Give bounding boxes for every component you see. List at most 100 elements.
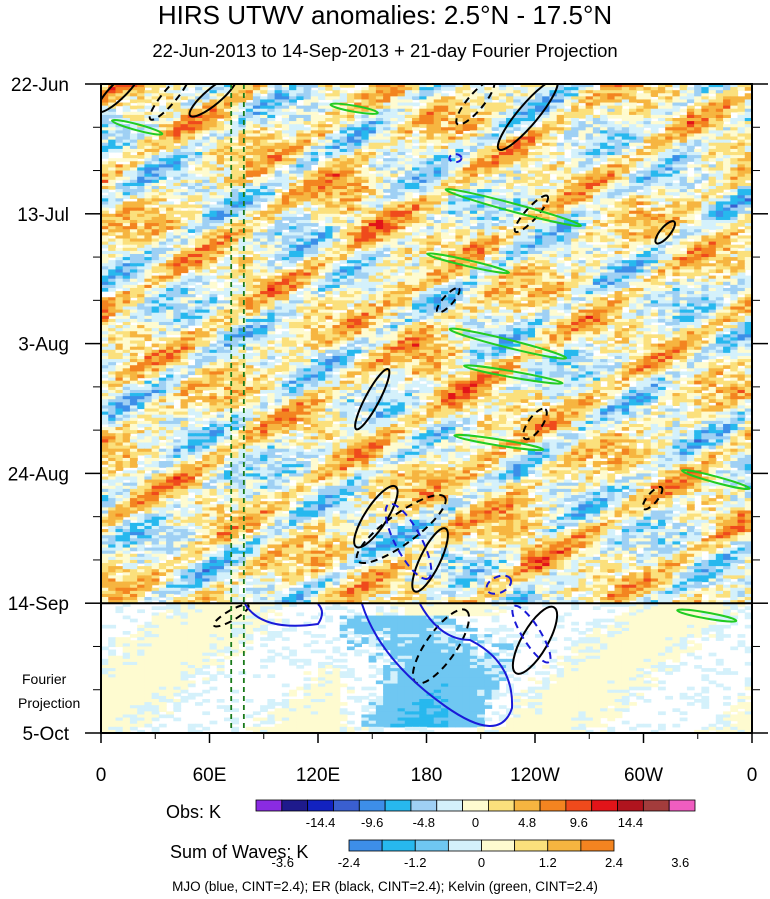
- anomaly-cell: [542, 102, 551, 107]
- anomaly-cell: [708, 145, 717, 150]
- anomaly-cell: [737, 105, 746, 110]
- anomaly-cell: [578, 145, 587, 150]
- anomaly-cell: [166, 241, 174, 246]
- anomaly-cell: [368, 124, 377, 128]
- anomaly-cell: [260, 133, 268, 138]
- anomaly-cell: [679, 99, 688, 104]
- anomaly-cell: [310, 111, 319, 116]
- anomaly-cell: [209, 114, 218, 119]
- anomaly-cell: [101, 114, 109, 119]
- anomaly-cell: [433, 96, 442, 101]
- anomaly-cell: [643, 139, 652, 144]
- anomaly-cell: [101, 151, 109, 156]
- anomaly-cell: [216, 111, 225, 116]
- anomaly-cell: [679, 139, 688, 144]
- anomaly-cell: [332, 257, 341, 261]
- anomaly-cell: [245, 250, 254, 255]
- anomaly-cell: [310, 130, 319, 135]
- anomaly-cell: [129, 90, 138, 94]
- anomaly-cell: [231, 87, 240, 91]
- anomaly-cell: [592, 121, 601, 125]
- anomaly-cell: [708, 90, 717, 94]
- anomaly-cell: [252, 84, 261, 88]
- anomaly-cell: [209, 142, 218, 147]
- anomaly-cell: [390, 148, 399, 153]
- anomaly-cell: [122, 84, 131, 88]
- anomaly-cell: [195, 142, 203, 147]
- anomaly-cell: [730, 257, 739, 261]
- anomaly-cell: [650, 102, 659, 107]
- anomaly-cell: [252, 142, 261, 147]
- anomaly-cell: [108, 121, 117, 125]
- anomaly-cell: [115, 136, 124, 141]
- anomaly-cell: [289, 263, 297, 267]
- anomaly-cell: [390, 96, 399, 101]
- anomaly-cell: [346, 142, 355, 147]
- anomaly-cell: [195, 121, 203, 125]
- anomaly-cell: [231, 130, 240, 135]
- anomaly-cell: [636, 105, 645, 110]
- anomaly-cell: [195, 111, 203, 116]
- anomaly-cell: [166, 139, 174, 144]
- anomaly-cell: [723, 118, 731, 122]
- anomaly-cell: [448, 142, 457, 147]
- anomaly-cell: [592, 124, 601, 128]
- anomaly-cell: [296, 96, 305, 101]
- anomaly-cell: [592, 148, 601, 153]
- anomaly-cell: [484, 121, 493, 125]
- anomaly-cell: [462, 93, 471, 97]
- anomaly-cell: [629, 247, 637, 252]
- anomaly-cell: [621, 118, 630, 122]
- anomaly-cell: [303, 148, 312, 153]
- anomaly-cell: [469, 127, 478, 131]
- anomaly-cell: [101, 145, 109, 150]
- anomaly-cell: [629, 105, 637, 110]
- anomaly-cell: [260, 223, 268, 227]
- anomaly-cell: [520, 148, 529, 153]
- anomaly-cell: [274, 121, 283, 125]
- anomaly-cell: [122, 102, 131, 107]
- anomaly-cell: [686, 105, 695, 110]
- anomaly-cell: [498, 90, 507, 94]
- anomaly-cell: [310, 108, 319, 113]
- anomaly-cell: [556, 130, 565, 135]
- anomaly-cell: [513, 127, 522, 131]
- anomaly-cell: [303, 118, 312, 122]
- anomaly-cell: [223, 139, 232, 144]
- anomaly-cell: [173, 87, 182, 91]
- anomaly-cell: [629, 90, 637, 94]
- anomaly-cell: [296, 201, 305, 206]
- anomaly-cell: [390, 105, 399, 110]
- anomaly-cell: [216, 105, 225, 110]
- anomaly-cell: [542, 158, 551, 162]
- anomaly-cell: [549, 121, 558, 125]
- anomaly-cell: [310, 84, 319, 88]
- anomaly-cell: [289, 84, 297, 88]
- anomaly-cell: [151, 84, 160, 88]
- anomaly-cell: [477, 90, 485, 94]
- anomaly-cell: [498, 96, 507, 101]
- anomaly-cell: [303, 130, 312, 135]
- anomaly-cell: [346, 105, 355, 110]
- anomaly-cell: [368, 118, 377, 122]
- anomaly-cell: [404, 127, 413, 131]
- anomaly-cell: [578, 142, 587, 147]
- anomaly-cell: [686, 108, 695, 113]
- anomaly-cell: [231, 136, 240, 141]
- anomaly-cell: [440, 105, 449, 110]
- anomaly-cell: [137, 105, 145, 110]
- anomaly-cell: [245, 136, 254, 141]
- anomaly-cell: [484, 133, 493, 138]
- anomaly-cell: [629, 139, 637, 144]
- anomaly-cell: [723, 90, 731, 94]
- anomaly-cell: [195, 139, 203, 144]
- anomaly-cell: [636, 136, 645, 141]
- anomaly-cell: [325, 105, 334, 110]
- anomaly-cell: [245, 124, 254, 128]
- anomaly-cell: [629, 118, 637, 122]
- anomaly-cell: [744, 102, 752, 107]
- anomaly-cell: [101, 90, 109, 94]
- anomaly-cell: [679, 118, 688, 122]
- anomaly-cell: [267, 219, 276, 224]
- anomaly-cell: [296, 139, 305, 144]
